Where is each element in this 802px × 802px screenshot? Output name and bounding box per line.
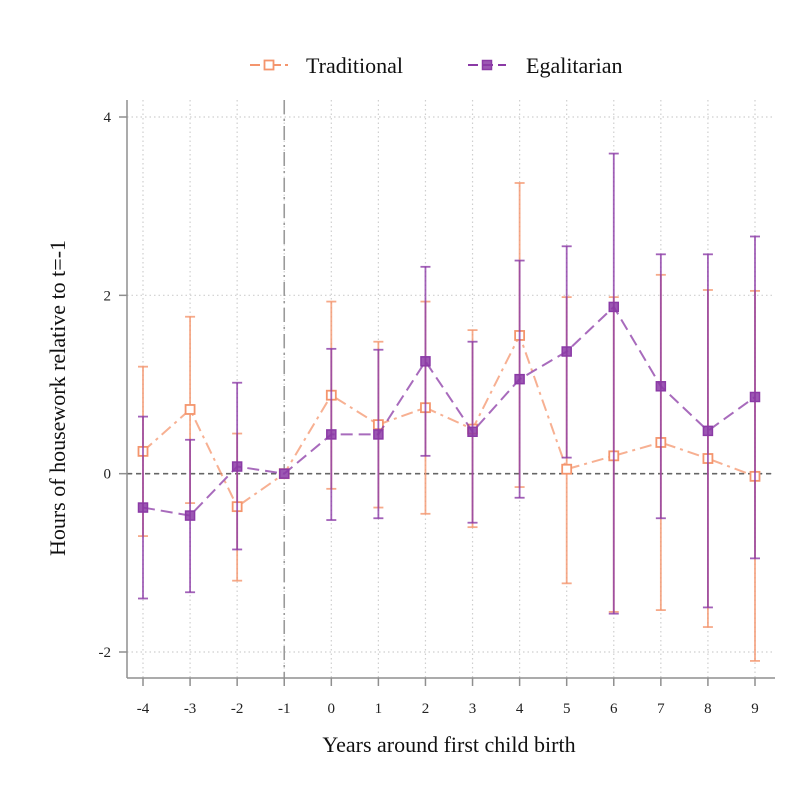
data-point [137,502,149,513]
data-point [749,391,761,403]
data-point [467,426,478,438]
x-tick-label: 3 [469,701,477,717]
x-tick-label: 7 [657,701,665,717]
series-egalitarian [137,152,761,615]
data-point [702,425,714,437]
x-tick-label: 1 [375,701,383,717]
x-tick-label: 9 [751,701,759,717]
data-point [420,356,431,367]
legend-label: Egalitarian [526,53,623,78]
data-point [184,404,196,415]
x-tick-label: -1 [278,701,291,717]
data-point [231,461,243,472]
legend-label: Traditional [306,53,403,78]
axes: -2 0 2 4 -4 -3 -2 -1 0 1 2 3 4 5 6 7 8 9 [99,100,775,717]
x-tick-label: 5 [563,701,571,717]
series-line [142,332,756,509]
x-tick-label: 8 [704,701,712,717]
legend: Traditional Egalitarian [250,53,623,78]
data-point [514,373,525,385]
reference-lines [127,100,775,678]
y-tick-label: 2 [104,288,112,304]
y-axis-title: Hours of housework relative to t=-1 [45,240,70,556]
series-layer [137,152,761,662]
x-tick-label: -2 [231,701,244,717]
data-point [278,468,290,479]
x-tick-label: -4 [137,701,150,717]
series-line [142,305,756,517]
legend-marker [263,59,275,71]
data-point [326,429,337,440]
x-tick-label: 0 [328,701,336,717]
y-tick-label: 0 [104,467,112,483]
y-tick-label: -2 [99,645,112,661]
x-tick-label: 2 [422,701,430,717]
data-point [655,381,667,392]
data-point [561,463,573,475]
x-tick-label: 6 [610,701,618,717]
legend-marker [481,59,493,71]
data-point [608,301,620,313]
x-tick-label: 4 [516,701,524,717]
data-point [561,346,572,357]
data-point [184,510,196,521]
series-traditional [137,182,761,662]
x-tick-label: -3 [184,701,197,717]
grid [127,100,775,678]
x-axis-title: Years around first child birth [322,732,575,757]
data-point [373,429,384,440]
y-tick-label: 4 [104,110,112,126]
